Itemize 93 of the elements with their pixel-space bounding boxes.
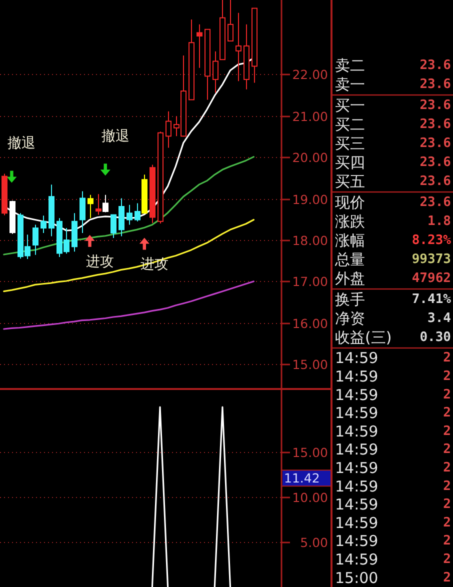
category-label: 14:59 [335, 514, 378, 532]
candlestick [126, 204, 132, 226]
category-label: 14:59 [335, 440, 378, 459]
candlestick [118, 198, 124, 237]
y-tick-label: 5.00 [300, 535, 328, 550]
candlestick [96, 194, 102, 216]
text: 2 [443, 570, 451, 586]
point [84, 234, 95, 247]
candlestick [40, 215, 46, 234]
category-label: 14:59 [335, 477, 378, 496]
category-label: 卖一 [335, 76, 365, 94]
y-tick-label: 18.00 [292, 233, 328, 248]
category-label: 14:59 [335, 386, 378, 404]
text: 2 [443, 515, 451, 530]
text: 2 [443, 387, 451, 402]
category-label: 现价 [335, 194, 365, 212]
category-label: 买三 [335, 134, 365, 152]
point [6, 170, 17, 183]
text: 23.6 [420, 136, 451, 151]
category-label: 15:00 [335, 568, 378, 587]
y-tick-label: 21.00 [292, 109, 328, 124]
text: 23.6 [420, 98, 451, 113]
text: 2 [443, 406, 451, 421]
category-label: 涨跌 [335, 212, 365, 230]
text: 11.42 [284, 470, 320, 486]
data-label: 撤退 [101, 128, 130, 145]
category-label: 买二 [335, 116, 365, 134]
text: 2 [443, 368, 451, 384]
text: 23.6 [420, 58, 451, 73]
category-label: 14:59 [335, 459, 378, 477]
text: 23.6 [420, 195, 451, 210]
candlestick [102, 194, 108, 213]
data-label: 进攻 [86, 254, 114, 270]
candlestick [134, 202, 140, 222]
data-label: 撤退 [8, 136, 36, 152]
category-label: 外盘 [335, 270, 365, 288]
text: 1.8 [428, 214, 451, 229]
category-label: 总量 [334, 250, 365, 268]
candlestick [212, 50, 218, 94]
text: 99373 [412, 252, 451, 267]
category-label: 14:59 [335, 367, 378, 386]
category-label: 14:59 [335, 496, 378, 514]
candlestick [88, 194, 94, 219]
text: 23.6 [420, 77, 451, 92]
text: 47962 [412, 271, 451, 286]
category-label: 涨幅 [335, 232, 365, 250]
text: 2 [443, 478, 451, 494]
y-tick-label: 16.00 [292, 316, 328, 331]
text: 23.6 [420, 174, 451, 189]
y-tick-label: 15.00 [292, 445, 328, 460]
line-series [3, 156, 254, 256]
text: 3.4 [428, 311, 451, 326]
category-label: 净资 [335, 310, 365, 328]
y-tick-label: 10.00 [292, 490, 328, 505]
line-series [3, 280, 254, 330]
category-label: 14:59 [335, 532, 378, 550]
candlestick [110, 214, 116, 238]
text: 2 [443, 424, 451, 439]
candlestick [166, 110, 172, 148]
text: 2 [443, 350, 451, 366]
candlestick [236, 12, 242, 82]
y-tick-label: 19.00 [292, 192, 328, 207]
category-label: 14:59 [335, 422, 378, 440]
category-label: 换手 [335, 290, 365, 308]
text: 2 [443, 497, 451, 512]
y-tick-label: 20.00 [292, 150, 328, 165]
text: 2 [443, 534, 451, 549]
category-label: 买四 [335, 154, 365, 172]
category-label: 买一 [335, 96, 365, 114]
point [100, 164, 110, 176]
text: 8.23% [412, 233, 451, 248]
y-tick-label: 17.00 [292, 274, 328, 289]
category-label: 14:59 [335, 349, 378, 368]
text: 2 [443, 460, 451, 476]
text: 2 [443, 552, 451, 568]
category-label: 卖二 [335, 56, 365, 74]
line-series [3, 218, 254, 292]
text: 2 [443, 442, 451, 458]
category-label: 买五 [335, 172, 365, 190]
text: 23.6 [420, 117, 451, 132]
category-label: 14:59 [335, 550, 378, 569]
y-tick-label: 15.00 [292, 357, 328, 372]
category-label: 收益(三) [335, 328, 392, 346]
candlestick [196, 24, 202, 68]
candlestick [32, 224, 38, 256]
candlestick [228, 0, 234, 42]
category-label: 14:59 [335, 404, 378, 422]
point [139, 238, 150, 250]
text: 0.30 [420, 330, 451, 345]
y-tick-label: 22.00 [292, 67, 328, 82]
candlestick [80, 190, 86, 234]
text: 23.6 [420, 155, 451, 170]
text: 7.41% [412, 292, 451, 307]
